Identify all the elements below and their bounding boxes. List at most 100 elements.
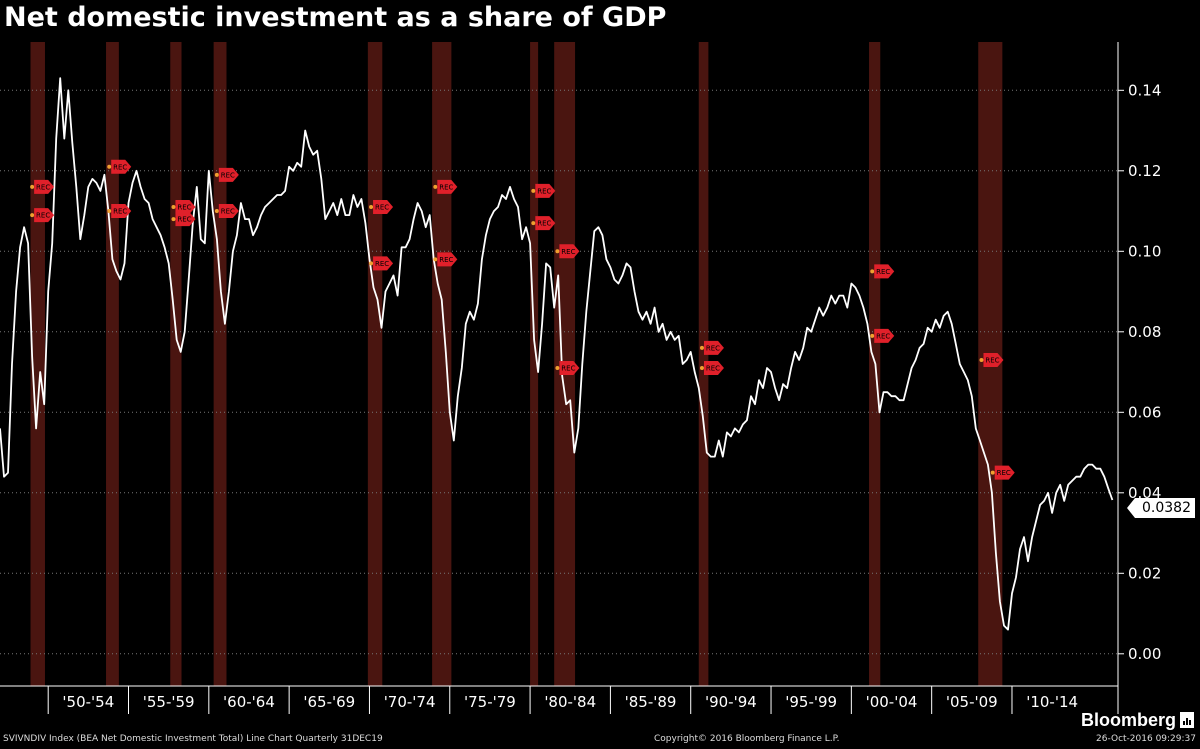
rec-marker-dot (107, 209, 112, 214)
rec-marker-dot (531, 188, 536, 193)
rec-marker-dot (171, 217, 176, 222)
series-layer (0, 77, 1114, 631)
recession-band (213, 42, 227, 686)
y-tick-label: 0.06 (1128, 403, 1161, 421)
rec-marker-text: REC (439, 183, 453, 191)
rec-marker-text: REC (537, 187, 551, 195)
rec-marker-flag (874, 264, 895, 279)
rec-marker-text: REC (36, 212, 50, 220)
rec-marker-flag (175, 200, 196, 215)
rec-marker: REC (433, 252, 458, 267)
y-tick-label: 0.00 (1128, 645, 1161, 663)
bloomberg-logo: Bloomberg (1080, 710, 1176, 730)
last-value-label: 0.0382 (1135, 498, 1195, 518)
rec-marker-text: REC (375, 260, 389, 268)
rec-marker: REC (531, 183, 556, 198)
series-line (0, 77, 1114, 631)
recession-band (432, 42, 452, 686)
rec-marker: REC (699, 361, 724, 376)
rec-marker-dot (433, 184, 438, 189)
recession-band (367, 42, 383, 686)
y-axis-ticks: 0.00 0.02 0.04 0.06 0.08 0.10 0.12 0.14 (0, 81, 1161, 663)
rec-marker-text: REC (537, 220, 551, 228)
footer-timestamp: 26-Oct-2016 09:29:37 (1096, 734, 1196, 744)
rec-marker-text: REC (706, 344, 720, 352)
rec-marker-flag (218, 204, 239, 219)
rec-marker-flag (559, 361, 580, 376)
rec-marker: REC (870, 328, 895, 343)
y-tick-label: 0.14 (1128, 81, 1161, 99)
rec-marker-dot (555, 249, 560, 254)
recession-bands (30, 42, 1003, 686)
rec-marker-dot (699, 366, 704, 371)
y-tick-label: 0.10 (1128, 242, 1161, 260)
rec-marker-text: REC (985, 356, 999, 364)
rec-marker: REC (531, 216, 556, 231)
rec-marker-dot (990, 470, 995, 475)
rec-marker-flag (373, 200, 394, 215)
rec-marker: REC (214, 167, 239, 182)
x-tick-label: '60-'64 (223, 693, 275, 711)
rec-marker: REC (990, 465, 1015, 480)
rec-marker-flag (559, 244, 580, 259)
rec-marker: REC (171, 200, 196, 215)
x-tick-label: '00-'04 (866, 693, 918, 711)
rec-marker-flag (983, 352, 1004, 367)
rec-marker-dot (555, 366, 560, 371)
footer-source: SVIVNDIV Index (BEA Net Domestic Investm… (3, 734, 383, 744)
rec-marker-flag (994, 465, 1015, 480)
rec-marker-dot (433, 257, 438, 262)
rec-marker: REC (30, 208, 55, 223)
rec-marker-flag (437, 252, 458, 267)
recession-band (698, 42, 709, 686)
rec-marker-flag (535, 216, 556, 231)
x-tick-label: '50-'54 (62, 693, 114, 711)
y-tick-label: 0.04 (1128, 484, 1161, 502)
rec-marker-text: REC (221, 171, 235, 179)
rec-marker-dot (531, 221, 536, 226)
rec-marker-flag (703, 340, 724, 355)
last-value-arrow (1127, 498, 1135, 518)
rec-marker-dot (369, 261, 374, 266)
rec-marker: REC (214, 204, 239, 219)
x-tick-label: '55-'59 (143, 693, 195, 711)
rec-marker-text: REC (706, 365, 720, 373)
x-tick-label: '70-'74 (384, 693, 436, 711)
x-tick-label: '85-'89 (625, 693, 677, 711)
recession-band (106, 42, 119, 686)
rec-marker-text: REC (177, 216, 191, 224)
rec-marker-flag (34, 208, 55, 223)
rec-marker: REC (171, 212, 196, 227)
rec-marker-dot (107, 164, 112, 169)
rec-marker-text: REC (221, 208, 235, 216)
rec-marker-text: REC (997, 469, 1011, 477)
rec-marker-dot (870, 333, 875, 338)
x-tick-label: '95-'99 (785, 693, 837, 711)
rec-marker: REC (870, 264, 895, 279)
rec-marker-text: REC (439, 256, 453, 264)
recession-band (530, 42, 539, 686)
rec-marker-text: REC (113, 163, 127, 171)
recession-band (30, 42, 45, 686)
rec-marker-flag (437, 179, 458, 194)
rec-marker: REC (107, 204, 132, 219)
rec-marker-flag (535, 183, 556, 198)
rec-marker: REC (699, 340, 724, 355)
x-tick-label: '80-'84 (544, 693, 596, 711)
rec-marker-dot (979, 357, 984, 362)
rec-marker-dot (30, 213, 35, 218)
y-tick-label: 0.12 (1128, 162, 1161, 180)
rec-marker-flag (111, 204, 132, 219)
rec-marker-text: REC (561, 248, 575, 256)
rec-marker: REC (30, 179, 55, 194)
rec-marker: REC (555, 244, 580, 259)
rec-marker-dot (171, 205, 176, 210)
x-tick-label: '75-'79 (464, 693, 516, 711)
rec-marker-flag (175, 212, 196, 227)
rec-marker-text: REC (561, 365, 575, 373)
x-tick-label: '10-'14 (1026, 693, 1078, 711)
rec-marker-text: REC (177, 204, 191, 212)
rec-marker-text: REC (113, 208, 127, 216)
rec-marker-flag (373, 256, 394, 271)
chart-title: Net domestic investment as a share of GD… (4, 2, 667, 33)
